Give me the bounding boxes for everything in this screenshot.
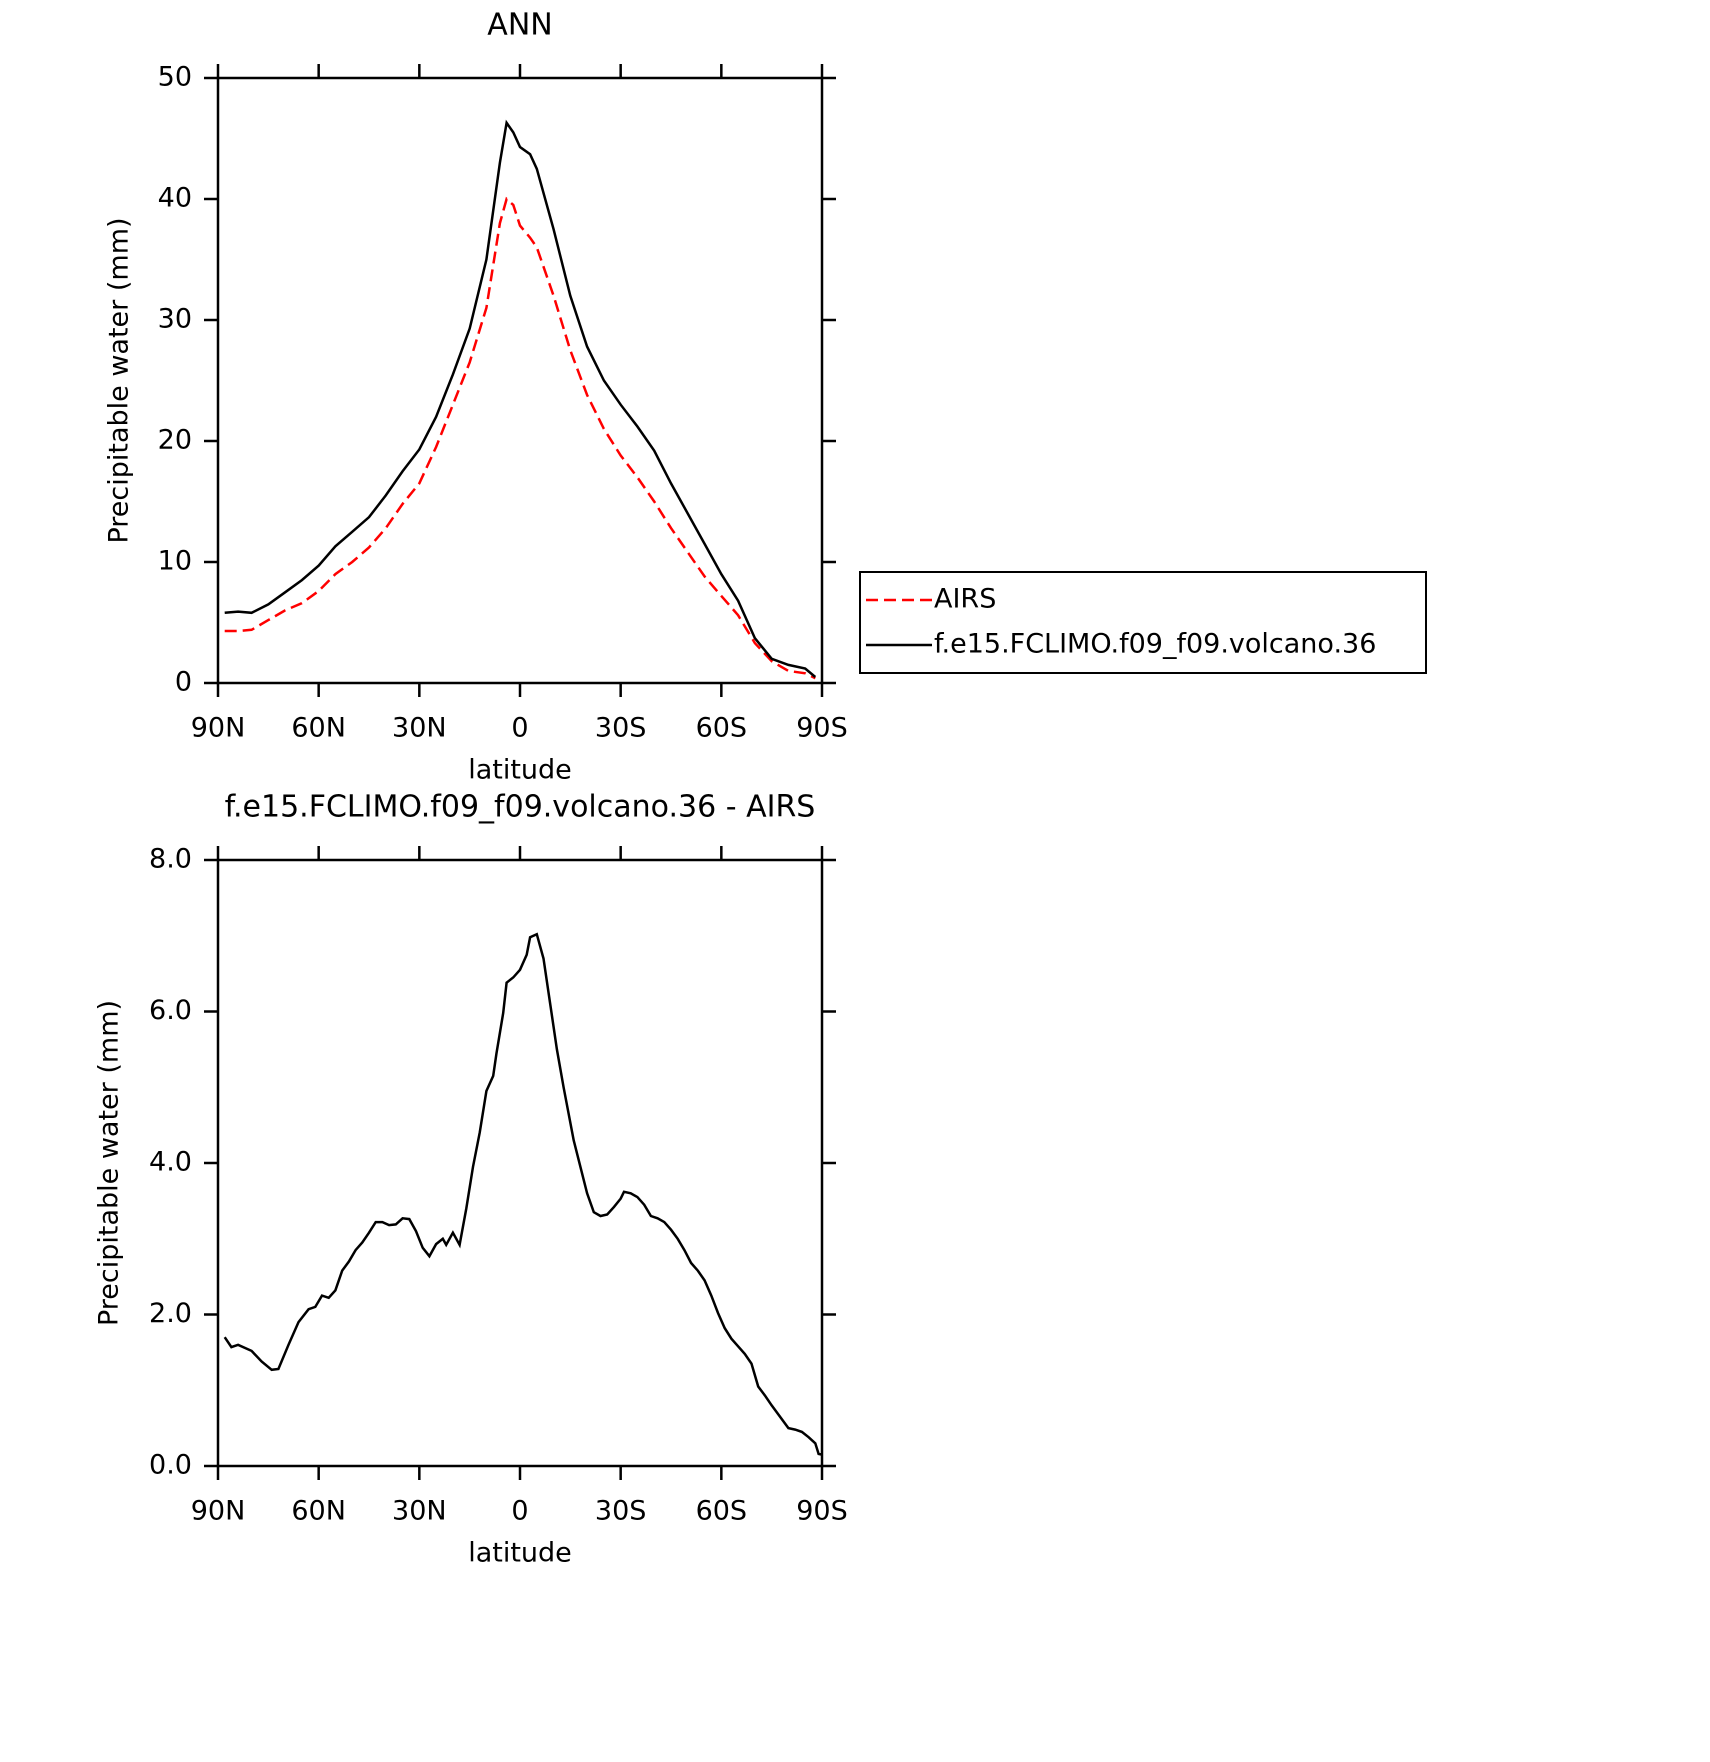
x-tick-label: 90N (191, 713, 246, 744)
x-tick-label: 30S (595, 1496, 647, 1527)
x-tick-label: 30N (392, 1496, 447, 1527)
chart-title: ANN (487, 8, 552, 43)
data-line (224, 196, 816, 680)
x-axis-label: latitude (468, 755, 572, 786)
x-tick-label: 60S (696, 1496, 748, 1527)
x-tick-label: 60N (291, 1496, 346, 1527)
x-tick-label: 30S (595, 713, 647, 744)
x-axis-label: latitude (468, 1538, 572, 1569)
y-tick-label: 40 (158, 183, 192, 214)
plot-frame (216, 858, 824, 1468)
chart-title: f.e15.FCLIMO.f09_f09.volcano.36 - AIRS (225, 790, 816, 825)
x-tick-label: 60S (696, 713, 748, 744)
y-tick-label: 2.0 (149, 1298, 192, 1329)
y-axis-label: Precipitable water (mm) (94, 1000, 125, 1326)
data-line (223, 932, 823, 1456)
x-tick-label: 0 (511, 713, 528, 744)
y-tick-label: 8.0 (149, 844, 192, 875)
x-tick-label: 90S (796, 713, 848, 744)
y-tick-label: 4.0 (149, 1147, 192, 1178)
y-tick-label: 0 (175, 667, 192, 698)
y-tick-label: 30 (158, 304, 192, 335)
legend-box (859, 571, 1427, 674)
legend-label: f.e15.FCLIMO.f09_f09.volcano.36 (934, 629, 1376, 660)
x-tick-label: 0 (511, 1496, 528, 1527)
y-tick-label: 20 (158, 425, 192, 456)
y-axis-label: Precipitable water (mm) (104, 217, 135, 543)
y-tick-label: 0.0 (149, 1450, 192, 1481)
x-tick-label: 90N (191, 1496, 246, 1527)
legend-label: AIRS (934, 584, 996, 615)
y-tick-label: 50 (158, 62, 192, 93)
x-tick-label: 30N (392, 713, 447, 744)
y-tick-label: 10 (158, 546, 192, 577)
y-tick-label: 6.0 (149, 995, 192, 1026)
data-line (224, 119, 817, 678)
x-tick-label: 60N (291, 713, 346, 744)
x-tick-label: 90S (796, 1496, 848, 1527)
